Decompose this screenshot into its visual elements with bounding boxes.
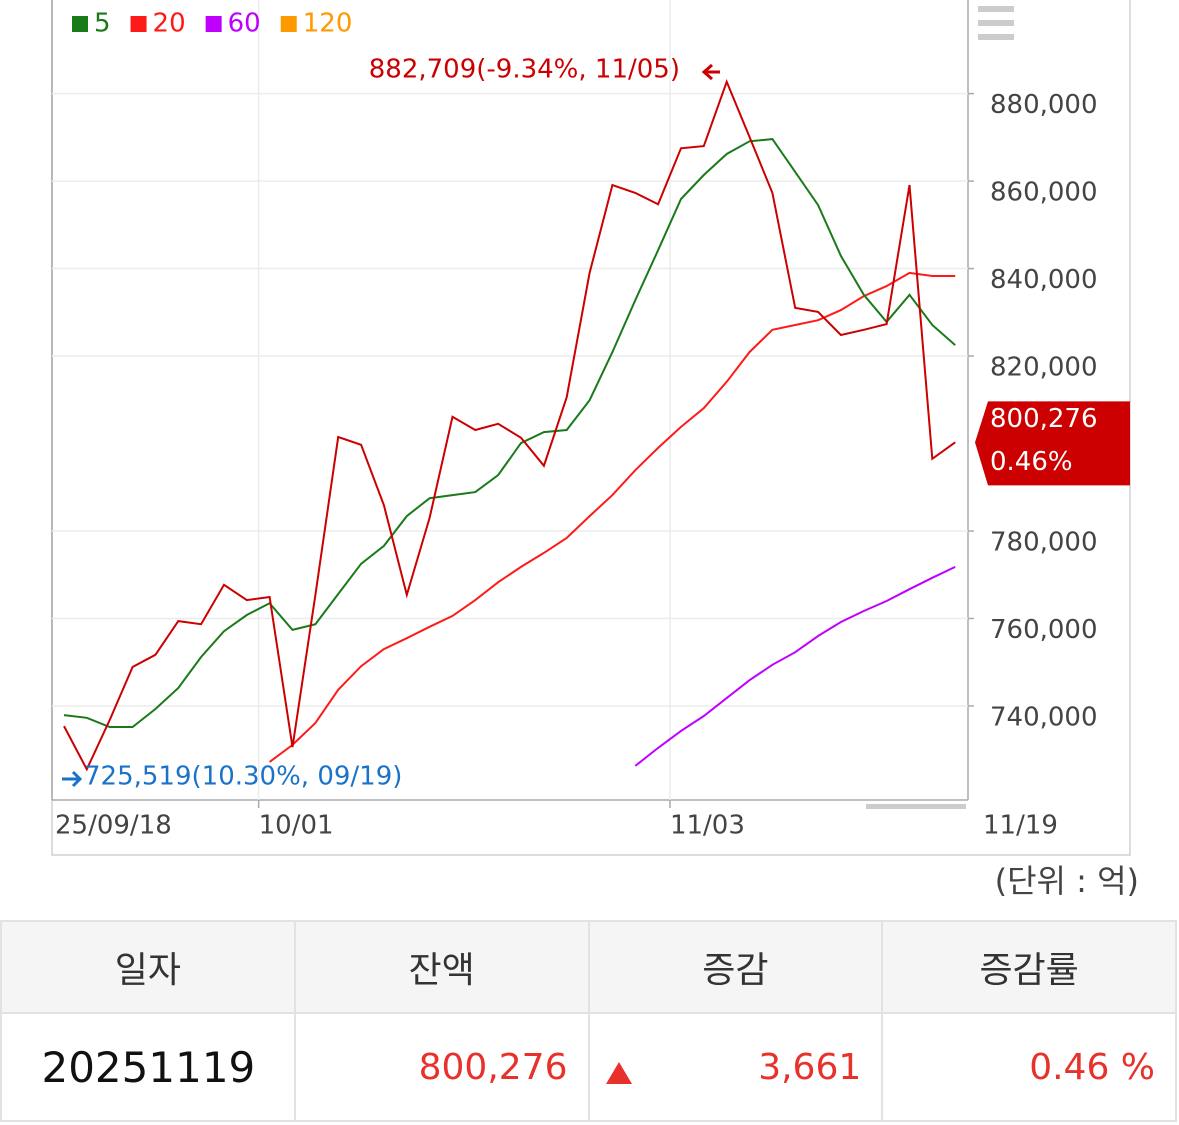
header-cell: 증감률 [881, 920, 1177, 1014]
legend-label: 60 [228, 9, 261, 39]
y-tick-label: 820,000 [990, 353, 1098, 383]
legend-swatch [280, 16, 297, 32]
current-badge [975, 401, 1130, 486]
legend-swatch [130, 16, 147, 32]
x-tick-label: 10/01 [259, 811, 334, 841]
annotation-arrow [62, 770, 83, 788]
y-tick-label: 740,000 [990, 702, 1098, 732]
x-tick-label: 11/19 [983, 811, 1058, 841]
annotation-arrow [701, 63, 720, 81]
table-header: 일자 잔액 증감 증감률 [0, 920, 1177, 1014]
y-tick-label: 840,000 [990, 265, 1098, 295]
y-tick-label: 780,000 [990, 528, 1098, 558]
ma-line [634, 565, 956, 767]
legend-swatch [205, 16, 222, 32]
x-tick-label: 25/09/18 [55, 811, 172, 841]
ma-line [63, 138, 956, 728]
data-table: 일자 잔액 증감 증감률 20251119 800,276 3,661 0.46… [0, 920, 1177, 1122]
menu-bar [978, 34, 1014, 40]
header-cell: 증감 [587, 920, 884, 1014]
menu-bar [978, 6, 1014, 12]
legend-label: 120 [303, 9, 353, 39]
cell: 3,661 [587, 1012, 884, 1122]
cell: 20251119 [0, 1012, 296, 1122]
plot-area [52, 0, 968, 800]
y-tick-label: 760,000 [990, 615, 1098, 645]
chart: 882,709(-9.34%, 11/05) 725,519(10.30%, 0… [51, 0, 1131, 856]
current-change: 0.46% [990, 447, 1073, 477]
ma-line [269, 271, 956, 763]
legend-swatch [72, 16, 88, 32]
up-icon [605, 1062, 632, 1084]
header-cell: 잔액 [293, 920, 590, 1014]
scrollbar[interactable] [866, 804, 966, 809]
table-row: 20251119 800,276 3,661 0.46 % [0, 1012, 1177, 1122]
menu-icon[interactable] [978, 6, 1014, 40]
menu-bar [978, 20, 1014, 26]
x-tick-label: 11/03 [670, 811, 745, 841]
cell: 800,276 [293, 1012, 590, 1122]
y-tick-label: 880,000 [990, 90, 1098, 120]
annotation: 725,519(10.30%, 09/19) [84, 762, 402, 792]
current-value: 800,276 [990, 404, 1098, 434]
y-tick-label: 860,000 [990, 178, 1098, 208]
cell: 0.46 % [881, 1012, 1177, 1122]
legend-label: 5 [94, 9, 111, 39]
header-cell: 일자 [0, 920, 296, 1014]
annotation: 882,709(-9.34%, 11/05) [369, 55, 680, 85]
price-line [63, 79, 956, 772]
legend-label: 20 [153, 9, 186, 39]
unit-note: (단위 : 억) [994, 862, 1139, 900]
cell-text: 3,661 [758, 1046, 862, 1088]
